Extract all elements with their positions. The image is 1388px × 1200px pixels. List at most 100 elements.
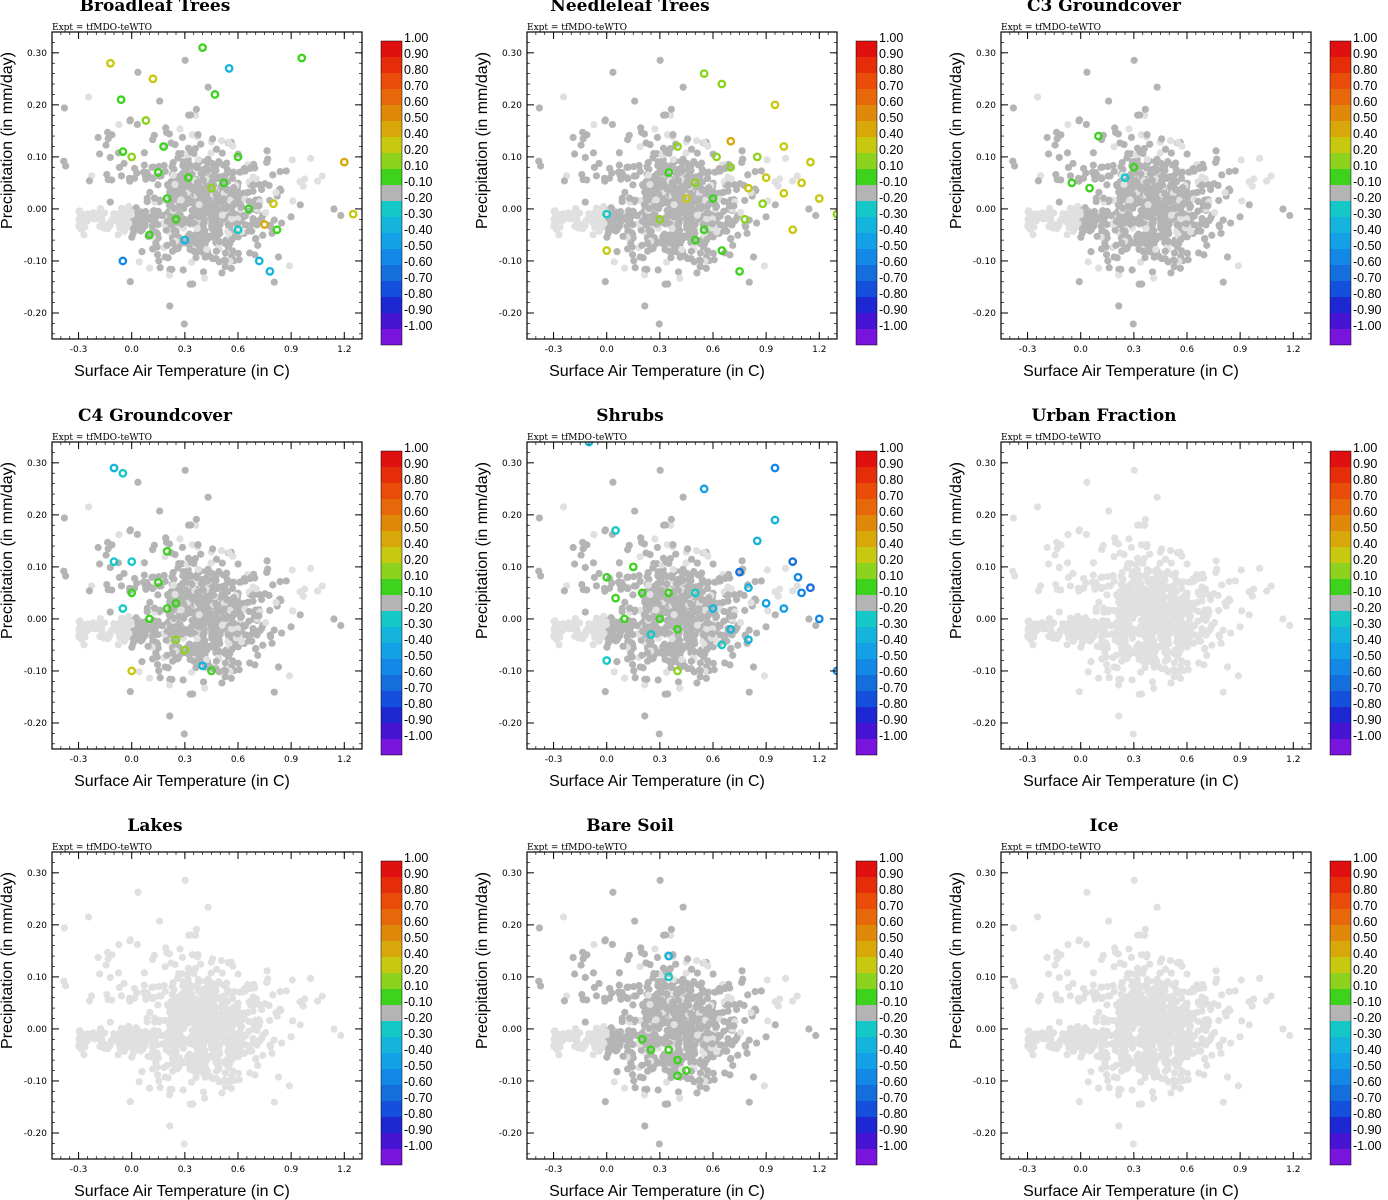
background-point (654, 266, 662, 274)
background-point (1208, 231, 1216, 239)
y-tick-label: 0.30 (976, 49, 996, 59)
background-point (203, 645, 211, 653)
highlight-point (690, 178, 700, 188)
experiment-label: Expt = tfMDO-teWTO (527, 23, 627, 33)
background-point (1129, 320, 1137, 328)
background-point (1088, 168, 1097, 176)
background-point (605, 174, 614, 182)
background-point (687, 665, 695, 673)
colorbar-segment (381, 105, 402, 121)
background-point (180, 204, 188, 213)
background-point (221, 659, 230, 667)
background-point (738, 158, 746, 167)
background-point (615, 149, 623, 157)
background-point (636, 143, 644, 151)
background-point (1057, 131, 1065, 139)
background-point (230, 200, 238, 208)
background-point (181, 466, 189, 474)
background-point (1064, 121, 1072, 129)
background-point (702, 674, 710, 682)
background-point (146, 188, 154, 196)
background-point (154, 591, 162, 599)
background-point (1104, 172, 1112, 180)
background-point (122, 619, 130, 628)
highlight-point (297, 53, 307, 63)
background-point (227, 625, 236, 633)
y-axis-label: Precipitation (in mm/day) (948, 52, 965, 229)
background-point (263, 158, 271, 167)
experiment-label: Expt = tfMDO-teWTO (52, 433, 152, 443)
background-point (1129, 190, 1137, 198)
background-point (227, 674, 235, 682)
background-point (174, 154, 182, 162)
background-point (140, 559, 148, 567)
background-point (180, 730, 188, 738)
background-point (1167, 211, 1175, 219)
panel-title: Shrubs (596, 406, 663, 426)
background-point (236, 200, 244, 209)
x-tick-label: 0.0 (125, 345, 140, 355)
background-point (146, 598, 154, 606)
colorbar-segment (381, 659, 402, 675)
background-point (644, 159, 652, 167)
colorbar-segment (381, 153, 402, 169)
colorbar-segment (381, 467, 402, 483)
colorbar-segment (1330, 57, 1351, 73)
background-point (164, 181, 172, 189)
background-point (535, 104, 544, 112)
background-point (652, 196, 660, 204)
colorbar-label: 0.60 (404, 505, 428, 519)
background-point (664, 643, 672, 651)
colorbar-label: -1.00 (879, 319, 908, 333)
background-point (128, 233, 136, 241)
background-point (680, 568, 688, 576)
colorbar-segment (381, 233, 402, 249)
background-point (145, 264, 154, 272)
background-point (223, 166, 231, 174)
background-point (251, 645, 260, 653)
background-point (212, 247, 220, 255)
background-point (697, 204, 705, 213)
background-point (1225, 167, 1233, 176)
background-point (655, 600, 663, 608)
background-point (218, 269, 226, 277)
background-point (704, 168, 712, 177)
background-point (162, 636, 170, 644)
background-point (163, 627, 171, 635)
background-point (535, 157, 543, 165)
background-point (228, 584, 237, 593)
background-point (617, 175, 625, 183)
background-point (1146, 170, 1154, 178)
highlight-point (145, 230, 154, 240)
background-point (110, 620, 118, 628)
colorbar-segment (856, 73, 877, 89)
colorbar-label: 0.20 (879, 143, 903, 157)
background-point (1123, 154, 1131, 162)
colorbar-segment (1330, 73, 1351, 89)
background-point (655, 204, 663, 213)
background-point (629, 591, 637, 599)
background-point (207, 149, 215, 157)
background-point (199, 221, 207, 229)
background-point (75, 632, 83, 641)
background-point (153, 229, 161, 237)
background-point (185, 199, 193, 207)
background-point (96, 632, 104, 640)
background-point (1279, 205, 1287, 213)
background-point (684, 172, 692, 181)
colorbar-label: 0.20 (404, 143, 428, 157)
background-point (1217, 229, 1225, 237)
colorbar-label: 0.70 (404, 489, 428, 503)
background-point (1153, 83, 1161, 91)
highlight-point (233, 225, 243, 235)
background-point (102, 631, 110, 639)
background-point (1155, 199, 1164, 207)
background-point (194, 541, 202, 549)
background-point (215, 238, 224, 246)
background-point (134, 209, 142, 217)
background-point (642, 596, 650, 604)
background-point (640, 271, 649, 279)
colorbar-segment (381, 675, 402, 691)
background-point (1133, 179, 1141, 187)
